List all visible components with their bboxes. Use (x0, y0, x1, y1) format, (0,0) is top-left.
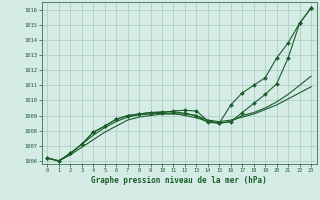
X-axis label: Graphe pression niveau de la mer (hPa): Graphe pression niveau de la mer (hPa) (91, 176, 267, 185)
